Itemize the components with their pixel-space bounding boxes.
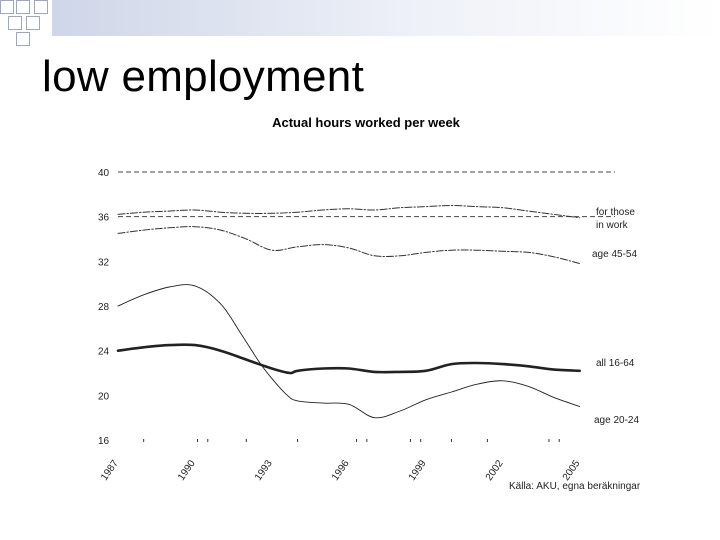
series-labels: for those in work age 45-54 all 16-64 age 20… (592, 207, 639, 426)
title-decoration-band (52, 0, 720, 36)
x-tick-label: 1987 (99, 458, 121, 483)
y-tick-label: 36 (98, 213, 110, 224)
reference-lines (118, 171, 615, 218)
x-tick-label: 2005 (561, 458, 583, 483)
y-tick-label: 20 (98, 391, 110, 402)
y-tick-label: 32 (98, 257, 110, 268)
y-tick-label: 28 (98, 302, 110, 313)
slide-title: low employment (42, 52, 365, 101)
series-label: for those (596, 207, 635, 218)
x-tick-label: 1990 (176, 458, 198, 483)
series-line-age-20-24 (117, 284, 581, 419)
x-tick-label: 1999 (407, 458, 429, 483)
x-tick-labels: 1987 1990 1993 1996 1999 2002 2005 (99, 458, 583, 483)
y-tick-label: 40 (98, 168, 110, 179)
series-label: in work (596, 220, 629, 231)
series-label: age 45-54 (592, 249, 637, 260)
x-tick-label: 1993 (253, 458, 275, 483)
chart-title: Actual hours worked per week (272, 115, 460, 130)
source-note: Källa: AKU, egna beräkningar (509, 481, 641, 492)
series-lines (116, 205, 581, 419)
series-label: age 20-24 (594, 415, 639, 426)
series-line-for-those-in-work (117, 205, 581, 219)
corner-squares-decoration (0, 0, 60, 46)
x-tick-label: 2002 (484, 458, 506, 483)
y-tick-label: 24 (98, 347, 110, 358)
x-tick-label: 1996 (330, 458, 352, 483)
y-tick-label: 16 (98, 436, 110, 447)
series-line-all-16-64 (116, 343, 581, 375)
x-axis (143, 439, 560, 442)
series-line-age-45-54 (117, 226, 581, 265)
series-label: all 16-64 (596, 358, 635, 369)
y-tick-labels: 16 20 24 28 32 36 40 (98, 168, 110, 447)
